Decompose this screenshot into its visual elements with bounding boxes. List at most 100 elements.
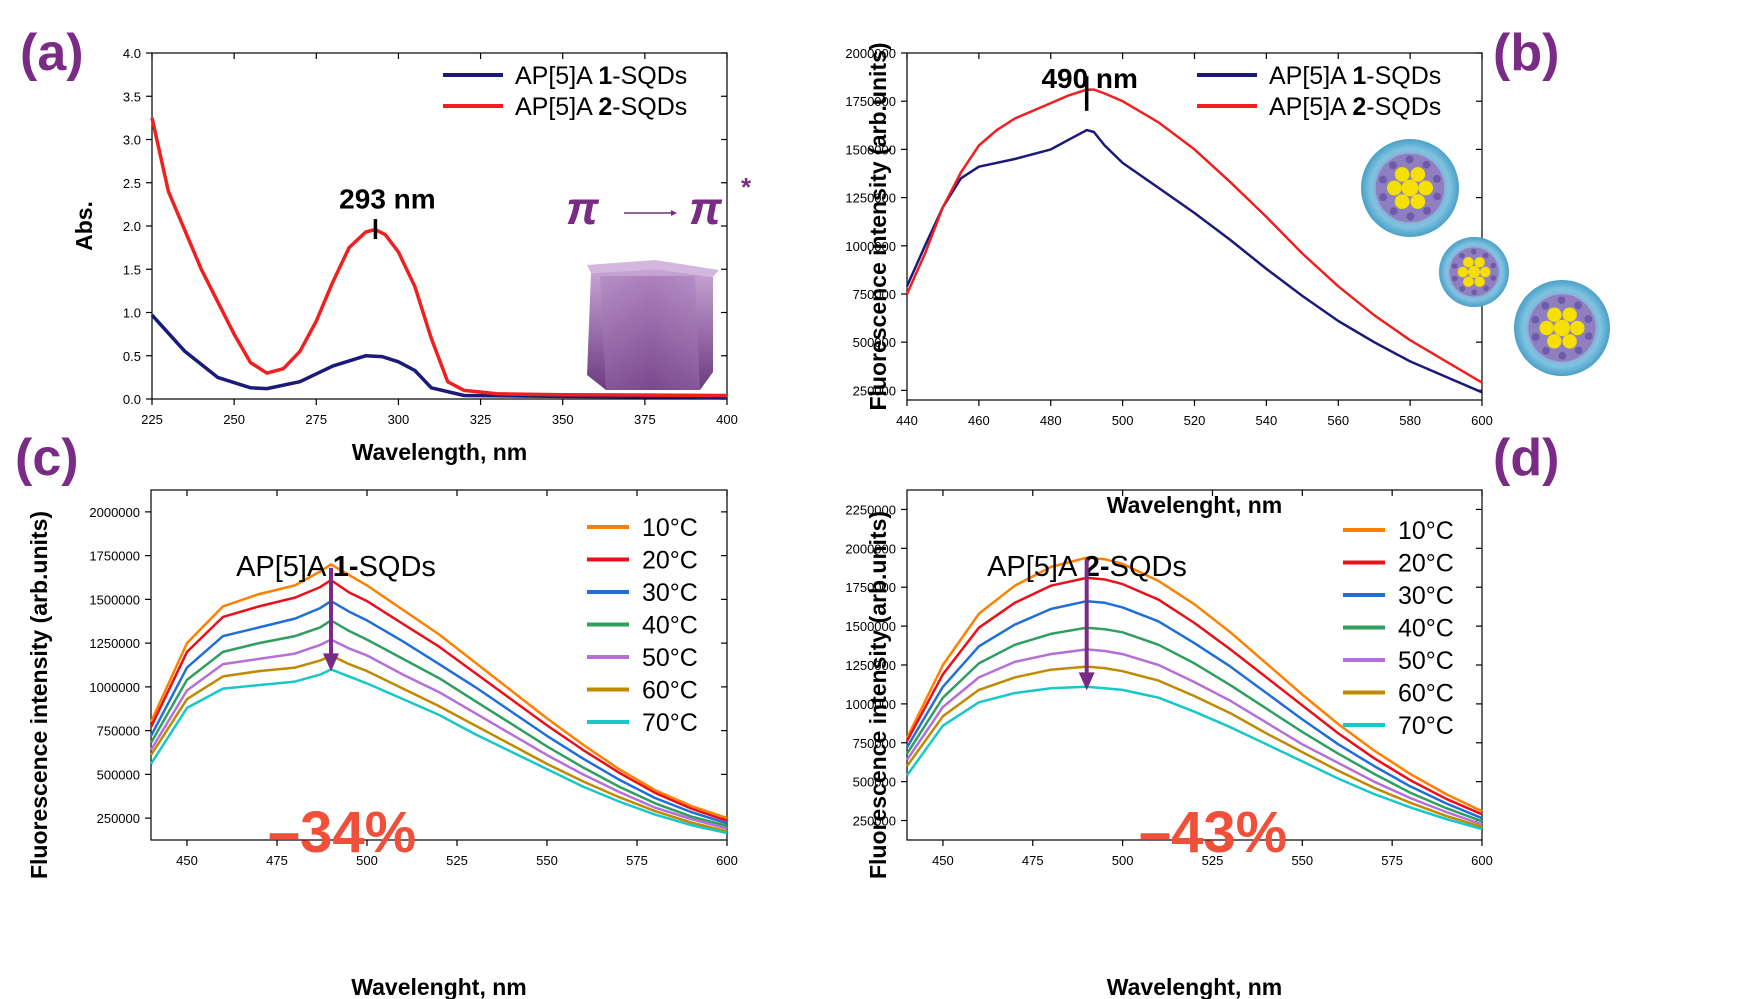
y-tick-label: 1000000 (845, 697, 896, 712)
series-line (149, 638, 728, 830)
series-line (905, 685, 1483, 831)
legend-label: 30°C (1398, 582, 1454, 610)
prism-front-face (600, 276, 700, 390)
y-tick-label: 500000 (853, 775, 896, 790)
x-axis-label: Wavelength, nm (352, 439, 528, 465)
legend-label: AP[5]A 1-SQDs (515, 62, 687, 90)
dot-lattice-node (1547, 334, 1562, 349)
x-tick-label: 325 (470, 412, 492, 427)
y-tick-label: 750000 (853, 736, 896, 751)
dot-ligand (1584, 315, 1593, 323)
series-line (150, 117, 728, 398)
series-line (905, 648, 1483, 826)
x-tick-label: 275 (305, 412, 327, 427)
legend-label: 40°C (642, 612, 698, 640)
dot-ligand (1531, 315, 1540, 324)
legend-prefix: AP[5]A (515, 62, 598, 90)
legend-label: 70°C (1398, 712, 1454, 740)
series-line (905, 665, 1483, 828)
x-tick-label: 460 (968, 413, 990, 428)
legend-label: 30°C (642, 579, 698, 607)
change-percent-label: –34% (268, 800, 416, 865)
x-tick-label: 350 (552, 412, 574, 427)
x-tick-label: 520 (1184, 413, 1206, 428)
y-tick-label: 250000 (97, 811, 140, 826)
panel-label: (c) (15, 429, 79, 487)
x-tick-label: 400 (716, 412, 738, 427)
dot-ligand (1558, 351, 1567, 360)
dot-ligand (1541, 301, 1550, 310)
dot-ligand (1574, 301, 1582, 310)
dot-ligand (1490, 275, 1497, 281)
y-tick-label: 250000 (853, 814, 896, 829)
dot-ligand (1451, 275, 1458, 282)
dot-lattice-node (1394, 167, 1410, 182)
dot-ligand (1542, 346, 1550, 355)
dot-ligand (1379, 193, 1388, 202)
star-superscript: * (741, 172, 752, 202)
legend-prefix: AP[5]A (1269, 93, 1352, 121)
series-line (149, 563, 728, 820)
legend-bold: 1 (1352, 62, 1366, 90)
legend-bold: 1 (598, 62, 612, 90)
dot-lattice-center (1468, 266, 1480, 278)
dot-lattice-node (1479, 266, 1491, 278)
legend-label: 20°C (1398, 550, 1454, 578)
y-tick-label: 750000 (853, 287, 896, 302)
dot-lattice-node (1410, 194, 1426, 209)
dot-lattice-node (1474, 257, 1485, 268)
dot-ligand (1574, 346, 1583, 355)
dot-lattice-node (1570, 320, 1585, 336)
x-tick-label: 250 (223, 412, 245, 427)
decrease-arrow-head (1078, 672, 1095, 691)
y-axis-label: Fluorescence intensity (arb.units) (26, 511, 52, 879)
series-line (905, 128, 1483, 394)
dot-ligand (1423, 206, 1431, 215)
series-line (150, 313, 728, 400)
dot-lattice-node (1474, 276, 1485, 287)
x-tick-label: 480 (1040, 413, 1062, 428)
dot-lattice-node (1539, 320, 1554, 336)
inner-title-suffix: SQDs (1110, 551, 1187, 583)
y-tick-label: 1250000 (845, 658, 896, 673)
dot-lattice-node (1547, 307, 1562, 322)
legend-label: 50°C (1398, 647, 1454, 675)
panel-label: (a) (20, 24, 84, 82)
series-line (149, 654, 728, 833)
panel-b: 440 460 480 500 520 540 560 580 600 250000 500000 7… (845, 24, 1610, 518)
dot-ligand (1433, 192, 1442, 201)
peak-label: 293 nm (339, 184, 436, 215)
dot-lattice-node (1410, 167, 1426, 182)
dot-lattice-node (1386, 180, 1402, 196)
dot-lattice-node (1418, 180, 1434, 196)
y-tick-label: 0.0 (123, 392, 141, 407)
legend-label: AP[5]A 2-SQDs (1269, 93, 1441, 121)
series-line (149, 668, 728, 835)
legend-label: AP[5]A 1-SQDs (1269, 62, 1441, 90)
x-tick-label: 560 (1327, 413, 1349, 428)
dot-lattice-node (1562, 334, 1577, 349)
y-tick-label: 1750000 (845, 94, 896, 109)
y-tick-label: 4.0 (123, 46, 141, 61)
y-axis-label: Fluorescence intensity (arb.units) (865, 511, 891, 879)
x-tick-label: 475 (266, 853, 288, 868)
dot-ligand (1459, 252, 1465, 259)
series-line (905, 626, 1483, 823)
dot-ligand (1584, 332, 1593, 341)
x-tick-label: 575 (626, 853, 648, 868)
dot-ligand (1471, 289, 1478, 296)
dot-ligand (1490, 262, 1497, 269)
legend-label: 10°C (1398, 517, 1454, 545)
legend-suffix: -SQDs (1366, 93, 1441, 121)
legend-bold: 2 (598, 93, 612, 121)
dot-ligand (1557, 296, 1566, 305)
y-tick-label: 2.5 (123, 176, 141, 191)
legend-label: 50°C (642, 644, 698, 672)
y-tick-label: 0.5 (123, 349, 141, 364)
series-line (905, 556, 1483, 813)
y-tick-label: 2000000 (89, 505, 140, 520)
legend-prefix: AP[5]A (1269, 62, 1352, 90)
y-axis-label: Abs. (71, 201, 97, 251)
dot-lattice-node (1463, 276, 1474, 287)
series-line (149, 599, 728, 825)
